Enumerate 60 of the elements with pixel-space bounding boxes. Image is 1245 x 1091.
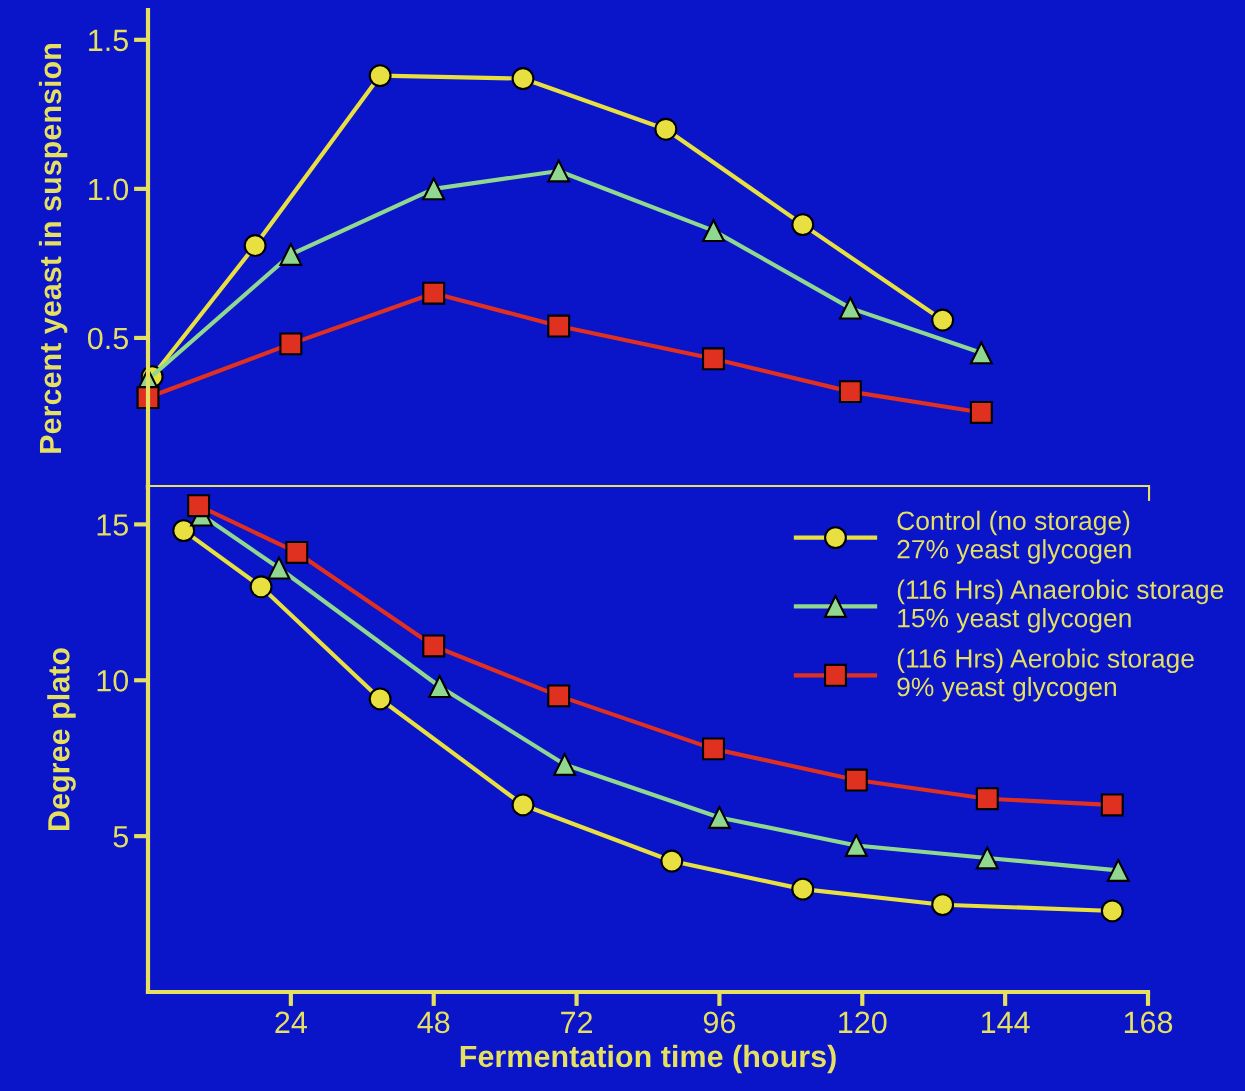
point — [547, 159, 571, 183]
legend-label: Control (no storage) 27% yeast glycogen — [897, 510, 1131, 564]
x-tick-label: 120 — [839, 1011, 887, 1034]
point — [931, 893, 955, 917]
point — [279, 332, 303, 356]
point — [368, 687, 392, 711]
y-tick-label: 1.5 — [89, 29, 128, 52]
point — [547, 314, 571, 338]
x-tick-label: 168 — [1124, 1011, 1173, 1034]
point — [707, 805, 731, 829]
point — [422, 634, 446, 658]
point — [838, 380, 862, 404]
y-tick-label: 1.0 — [89, 178, 129, 201]
point — [791, 877, 815, 901]
point — [267, 556, 291, 580]
point — [279, 243, 303, 266]
point — [249, 575, 273, 599]
point — [1100, 793, 1124, 817]
x-tick-label: 96 — [703, 1011, 736, 1034]
x-tick-label: 144 — [981, 1011, 1030, 1033]
point — [1106, 858, 1130, 882]
point — [791, 213, 815, 237]
point — [428, 675, 452, 698]
point — [547, 684, 571, 708]
point — [975, 787, 999, 811]
point — [844, 768, 868, 792]
point — [187, 494, 211, 518]
point — [975, 846, 999, 870]
point — [844, 834, 868, 857]
y-tick-label: 15 — [97, 514, 128, 536]
x-tick-label: 24 — [275, 1011, 307, 1033]
point — [172, 519, 196, 543]
point — [511, 67, 535, 91]
point — [285, 541, 309, 564]
y-axis-title: Degree plato — [47, 648, 76, 830]
point — [702, 347, 725, 371]
legend-label: (116 Hrs) Aerobic storage 9% yeast glycogen — [897, 648, 1194, 702]
point — [838, 296, 862, 320]
point — [654, 117, 678, 141]
point — [368, 64, 392, 88]
point — [553, 752, 577, 776]
y-tick-label: 5 — [113, 826, 128, 848]
x-axis-title: Fermentation time (hours) — [460, 1044, 836, 1074]
point — [243, 234, 267, 257]
point — [931, 308, 955, 332]
legend-label: (116 Hrs) Anaerobic storage 15% yeast glycogen — [897, 579, 1224, 633]
x-tick-label: 72 — [561, 1011, 593, 1033]
y-tick-label: 0.5 — [87, 327, 128, 350]
point — [511, 793, 535, 817]
point — [422, 177, 446, 201]
point — [969, 341, 993, 365]
y-axis-title: Percent yeast in suspension — [38, 44, 68, 453]
point — [660, 849, 684, 873]
point — [702, 219, 725, 243]
point — [702, 737, 725, 761]
point — [969, 401, 993, 424]
point — [1100, 899, 1124, 923]
y-tick-label: 10 — [97, 670, 129, 692]
x-tick-label: 48 — [417, 1011, 450, 1034]
point — [422, 281, 446, 305]
